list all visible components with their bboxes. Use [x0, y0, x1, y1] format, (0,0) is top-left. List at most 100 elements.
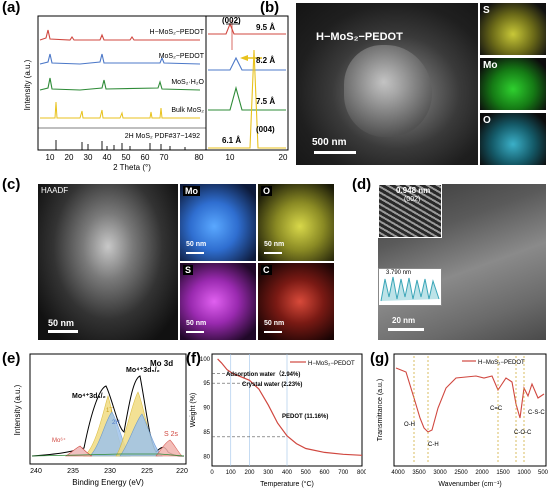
tga-step-label: Adsorption water（2.94%) [226, 370, 300, 378]
hrtem-inset [378, 184, 442, 238]
eds-map-mo-c: Mo 50 nm [180, 184, 256, 261]
panel-label-d: (d) [352, 176, 372, 193]
inset-line-yellow [208, 49, 286, 149]
panel-label-a: (a) [2, 0, 21, 16]
ftir-tick: 2500 [454, 470, 468, 476]
scale-label: 500 nm [312, 137, 347, 148]
tga-xtick: 700 [338, 470, 349, 476]
peak-label: Mo⁴⁺3d₃/₂ [72, 393, 106, 400]
ftir-tick: 1000 [517, 470, 531, 476]
sem-title: H−MoS₂−PEDOT [316, 31, 403, 43]
lattice-spacing: 0.948 nm [396, 186, 431, 195]
series-label: MoS₂·H₂O [171, 79, 204, 86]
ftir-ylabel: Transmittance (a.u.) [377, 379, 384, 441]
xps-ylabel: Intensity (a.u.) [13, 384, 22, 435]
eds-map-c-c: C 50 nm [258, 263, 334, 340]
ftir-tick: 500 [538, 470, 549, 476]
xps-tick: 235 [67, 468, 79, 475]
d-spacing: 6.1 Å [222, 136, 241, 145]
ftir-line [395, 367, 545, 433]
scale-bar [314, 151, 356, 154]
xrd-tick: 20 [65, 153, 74, 162]
peak-label: S 2s [164, 431, 179, 438]
xps-tick: 225 [141, 468, 153, 475]
tga-xtick: 0 [210, 470, 214, 476]
ftir-band-label: C-S-C [528, 410, 545, 416]
xrd-line-mos2-h2o [39, 77, 201, 91]
panel-label-e: (e) [2, 350, 21, 367]
xps-tick: 220 [176, 468, 188, 475]
peak-label-002: (002) [222, 16, 241, 25]
scale-bar [388, 328, 424, 331]
xrd-tick: 50 [122, 153, 131, 162]
panel-label-b: (b) [260, 0, 280, 16]
xps-tick: 240 [30, 468, 42, 475]
tga-ytick: 95 [203, 381, 210, 387]
tga-xtick: 500 [301, 470, 312, 476]
reference-sticks [55, 140, 186, 150]
xrd-tick: 70 [160, 153, 169, 162]
xrd-line-h-mos2-pedot [39, 29, 200, 41]
reference-label: 2H MoS₂ PDF#37−1492 [125, 133, 200, 140]
d-spacing: 9.5 Å [256, 23, 275, 32]
ftir-xlabel: Wavenumber (cm⁻¹) [438, 481, 501, 488]
tga-step-label: PEDOT (11.16%) [282, 414, 328, 420]
tga-ytick: 85 [203, 430, 210, 436]
xrd-tick: 10 [46, 153, 55, 162]
tga-xtick: 300 [263, 470, 274, 476]
xps-tick: 230 [104, 468, 116, 475]
series-label: H−MoS₂−PEDOT [150, 29, 205, 36]
eds-map-mo: Mo [480, 58, 546, 110]
tga-legend: H−MoS₂−PEDOT [308, 361, 355, 367]
panel-label-f: (f) [186, 350, 201, 367]
hrtem-image: 0.948 nm (002) 3.790 nm 20 nm [378, 184, 546, 340]
sem-image: H−MoS₂−PEDOT 500 nm [296, 3, 478, 165]
inset-tick: 20 [279, 153, 288, 162]
peak-label-004: (004) [256, 125, 275, 134]
tga-xtick: 800 [357, 470, 366, 476]
tga-ylabel: Weight (%) [190, 393, 197, 428]
xrd-tick: 60 [141, 153, 150, 162]
xrd-ylabel: Intensity (a.u.) [23, 59, 32, 110]
tga-xtick: 600 [319, 470, 330, 476]
haadf-image: HAADF 50 nm [38, 184, 178, 340]
tga-ytick: 90 [203, 406, 210, 412]
ftir-tick: 1500 [496, 470, 510, 476]
inset-line-blue [208, 56, 286, 71]
profile-length: 3.790 nm [386, 270, 412, 276]
ftir-tick: 2000 [475, 470, 489, 476]
peak-label: Mo⁶⁺ [52, 437, 66, 444]
xrd-line-bulk-mos2 [40, 101, 200, 119]
xrd-tick: 30 [84, 153, 93, 162]
series-label: MoS₂−PEDOT [159, 53, 205, 60]
tga-xtick: 400 [282, 470, 293, 476]
inset-tick: 10 [226, 153, 235, 162]
d-spacing: 8.2 Å [256, 56, 275, 65]
profile-box [378, 268, 442, 306]
tga-xtick: 200 [244, 470, 255, 476]
scale-label: 20 nm [392, 316, 416, 325]
tga-step-label: Crystal water (2.23%) [242, 382, 302, 388]
panel-label-g: (g) [370, 350, 390, 367]
ftir-legend: H−MoS₂−PEDOT [478, 360, 525, 366]
scale-bar [48, 330, 78, 333]
ftir-tick: 3500 [412, 470, 426, 476]
tga-series-line [217, 358, 363, 456]
xrd-xlabel: 2 Theta (°) [113, 163, 151, 172]
series-label: Bulk MoS₂ [171, 107, 204, 114]
xps-title: Mo 3d [150, 359, 173, 368]
ftir-band-label: O-H [404, 422, 415, 428]
peak-label: 2H [112, 420, 120, 426]
lattice-plane: (002) [404, 196, 421, 203]
eds-map-s: S [480, 3, 546, 55]
eds-map-o-c: O 50 nm [258, 184, 334, 261]
eds-map-s-c: S 50 nm [180, 263, 256, 340]
ftir-tick: 3000 [433, 470, 447, 476]
ftir-band-label: C-H [428, 442, 439, 448]
xps-chart: Mo 3d Mo⁴⁺3d₃/₂ Mo⁴⁺3d₅/₂ Mo⁶⁺ 1T 2H S 2… [13, 353, 188, 487]
panel-label-c: (c) [2, 176, 21, 193]
haadf-label: HAADF [41, 186, 69, 195]
ftir-tick: 4000 [391, 470, 405, 476]
scale-label: 50 nm [48, 318, 75, 328]
peak-label: 1T [106, 408, 113, 414]
